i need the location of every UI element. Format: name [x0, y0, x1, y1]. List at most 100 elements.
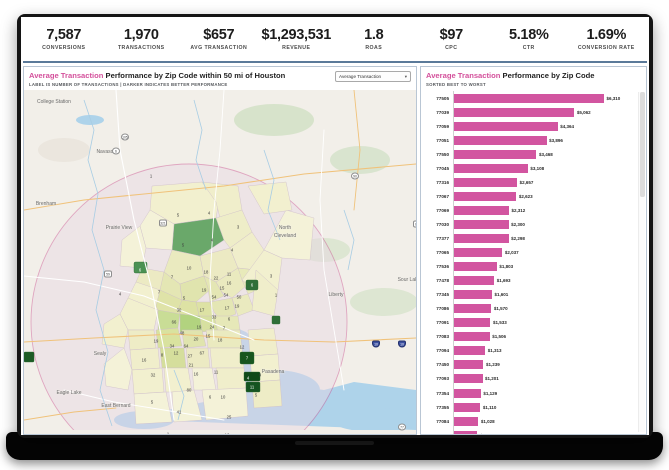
- bar-fill: [454, 93, 604, 103]
- bar-row[interactable]: 77478 $1,693: [423, 273, 635, 288]
- map-zip-transaction-count: 6: [250, 282, 254, 288]
- map-zip-transaction-count: 5: [176, 212, 180, 218]
- dashboard-panels: Average Transaction Performance by Zip C…: [21, 63, 649, 435]
- kpi-value: $97: [439, 26, 464, 43]
- kpi-conversions: 7,587 CONVERSIONS: [25, 28, 103, 52]
- highway-shield-icon: 6: [112, 147, 120, 155]
- bar-row[interactable]: 77316 $2,657: [423, 175, 635, 190]
- bar-row[interactable]: 77083 $1,506: [423, 329, 635, 344]
- bar-row[interactable]: 77377 $2,298: [423, 231, 635, 246]
- bar-fill: [454, 402, 481, 412]
- bar-row[interactable]: 77067 $2,623: [423, 189, 635, 204]
- bar-value-label: $3,468: [538, 151, 553, 157]
- bar-category-label: 77093: [436, 376, 449, 382]
- bar-row[interactable]: 77505 $6,310: [423, 91, 635, 106]
- bar-row[interactable]: 77086 $1,570: [423, 301, 635, 316]
- map-zip-transaction-count: 10: [220, 394, 226, 400]
- bar-row[interactable]: 77354 $1,129: [423, 385, 635, 401]
- bar-row[interactable]: 77091 $1,533: [423, 315, 635, 330]
- bar-category-label: 77067: [436, 193, 449, 199]
- map-title-metric: Average Transaction: [29, 71, 104, 80]
- bar-fill: [454, 163, 528, 173]
- chevron-down-icon: ▾: [404, 73, 407, 79]
- bar-fill: [454, 290, 493, 300]
- map-city-label: Brenham: [35, 201, 57, 207]
- kpi-label: CPC: [445, 45, 458, 52]
- bar-category-label: 77051: [436, 137, 449, 143]
- bar-row[interactable]: 77093 $1,201: [423, 371, 635, 386]
- bar-row[interactable]: 77345 $1,601: [423, 287, 635, 302]
- kpi-cpc: $97 CPC: [413, 28, 491, 52]
- bar-value-label: $2,298: [511, 235, 525, 241]
- map-city-label: Sour Lake: [397, 277, 416, 283]
- map-zip-transaction-count: 4: [246, 375, 250, 381]
- map-zip-transaction-count: 67: [199, 350, 205, 356]
- highway-shield-icon: 59: [104, 270, 112, 278]
- map-city-label: Navasota: [96, 149, 118, 155]
- bar-value-label: $3,108: [530, 165, 545, 171]
- bar-track: $5,062: [453, 105, 635, 120]
- bar-track: $2,300: [453, 217, 635, 232]
- map-zip-transaction-count: 8: [160, 352, 164, 358]
- bar-row[interactable]: 77084 $1,028: [423, 414, 635, 429]
- bar-fill: [454, 107, 575, 117]
- map-zip-transaction-count: 25: [226, 414, 232, 420]
- map-zip-transaction-count: 19: [153, 338, 159, 344]
- map-zip-transaction-count: 16: [141, 357, 147, 363]
- map-zip-transaction-count: 50: [236, 294, 242, 300]
- bar-value-label: $1,129: [483, 390, 498, 396]
- bar-row[interactable]: 77059 $4,364: [423, 119, 635, 134]
- map-panel-subtitle: LABEL IS NUMBER OF TRANSACTIONS | DARKER…: [29, 82, 228, 87]
- bar-row[interactable]: 77051 $3,896: [423, 133, 635, 148]
- map-city-label: Prairie View: [105, 225, 133, 231]
- highway-shield-icon: 10: [398, 340, 406, 348]
- bar-fill: [454, 177, 518, 187]
- metric-select-dropdown[interactable]: Average Transaction ▾: [335, 71, 411, 82]
- bar-track: $1,028: [453, 414, 635, 429]
- bar-value-label: $1,110: [482, 404, 497, 410]
- map-zip-transaction-count: 34: [169, 343, 175, 349]
- kpi-label: AVG TRANSACTION: [190, 45, 248, 52]
- choropleth-map[interactable]: College Station Navasota North Cleveland Bre…: [24, 90, 416, 434]
- bar-row[interactable]: 77355 $1,110: [423, 400, 635, 415]
- kpi-summary-row: 7,587 CONVERSIONS 1,970 TRANSACTIONS $657 AVG…: [21, 17, 649, 59]
- kpi-roas: 1.8 ROAS: [335, 28, 413, 52]
- map-city-label: North: [278, 225, 292, 231]
- kpi-value: 1.8: [364, 26, 384, 43]
- bar-row[interactable]: 77094 $1,313: [423, 343, 635, 358]
- bar-row[interactable]: 77039 $5,062: [423, 105, 635, 120]
- bar-value-label: $2,300: [511, 221, 525, 227]
- bar-track: $3,468: [453, 147, 635, 162]
- bar-fill: [454, 332, 490, 342]
- highway-shield-icon: 105: [121, 133, 129, 141]
- map-zip-transaction-count: 19: [234, 303, 240, 309]
- kpi-label: ROAS: [365, 45, 383, 52]
- bar-row[interactable]: 77069 $2,312: [423, 203, 635, 218]
- map-graphics: [24, 90, 416, 430]
- bar-value-label: $1,239: [485, 362, 500, 368]
- map-title-rest: Performance by Zip Code within 50 mi of …: [103, 71, 286, 80]
- kpi-value: $1,293,531: [261, 26, 332, 43]
- bar-fill: [454, 135, 547, 145]
- bar-row[interactable]: 77030 $2,300: [423, 217, 635, 232]
- bar-fill: [454, 374, 483, 384]
- map-zip-transaction-count: 24: [209, 324, 215, 330]
- map-zip-transaction-count: 7: [157, 289, 161, 295]
- bar-list-scrollbar[interactable]: [638, 92, 645, 432]
- bar-track: $1,129: [453, 385, 635, 401]
- bar-category-label: 77091: [436, 320, 449, 326]
- bar-track: $1,239: [453, 357, 635, 372]
- bar-row[interactable]: 77550 $3,468: [423, 147, 635, 162]
- highway-shield-icon: 321: [159, 219, 167, 227]
- bar-row[interactable]: 77536 $1,803: [423, 259, 635, 274]
- bar-category-label: 77377: [436, 235, 449, 241]
- bar-row[interactable]: 77581 $982: [423, 428, 635, 434]
- bar-row[interactable]: 77045 $3,108: [423, 161, 635, 176]
- bar-row[interactable]: 77450 $1,239: [423, 357, 635, 372]
- bar-row[interactable]: 77065 $2,037: [423, 245, 635, 260]
- bar-value-label: $1,570: [493, 306, 508, 312]
- kpi-value: $657: [203, 26, 235, 43]
- bar-category-label: 77030: [436, 221, 449, 227]
- bar-fill: [454, 191, 517, 201]
- scrollbar-thumb[interactable]: [640, 92, 645, 198]
